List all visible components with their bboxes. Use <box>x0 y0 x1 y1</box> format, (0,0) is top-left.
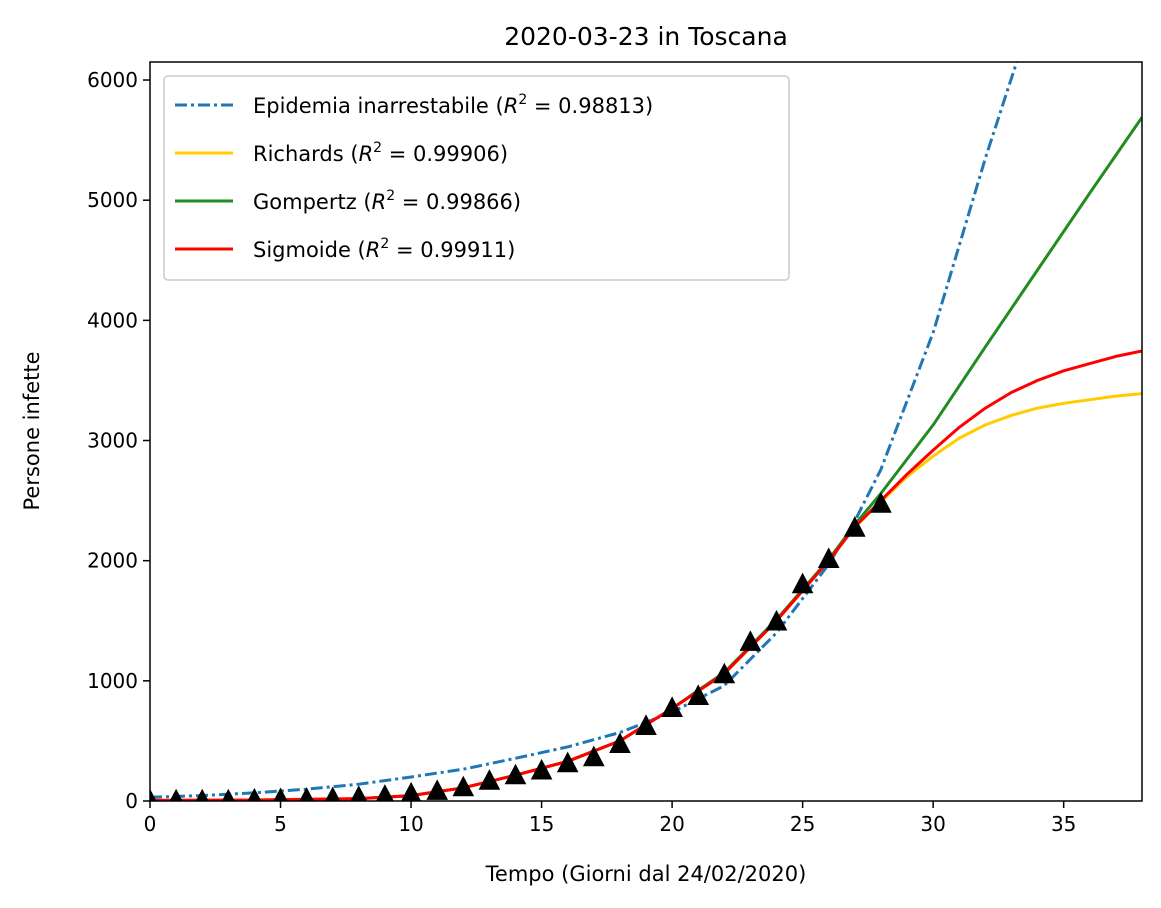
data-point-triangle <box>273 787 288 801</box>
data-point-triangle <box>325 786 341 801</box>
x-axis-label: Tempo (Giorni dal 24/02/2020) <box>485 862 807 886</box>
x-tick-label: 35 <box>1051 812 1076 836</box>
x-tick-label: 20 <box>659 812 684 836</box>
y-tick-label: 3000 <box>87 429 138 453</box>
data-point-triangle <box>169 788 183 801</box>
legend: Epidemia inarrestabile (R2 = 0.98813) Ric… <box>163 75 790 281</box>
data-point-triangle <box>452 775 475 797</box>
data-point-triangle <box>713 662 736 684</box>
data-point-triangle <box>870 492 892 513</box>
y-tick-label: 2000 <box>87 549 138 573</box>
data-point-triangle <box>817 547 840 568</box>
data-point-triangle <box>843 516 866 537</box>
series-line-sigmoide <box>150 349 1142 801</box>
data-point-triangle <box>791 572 814 594</box>
x-tick-label: 30 <box>920 812 945 836</box>
y-tick-label: 1000 <box>87 669 138 693</box>
data-point-triangle <box>195 788 209 801</box>
data-point-triangle <box>765 609 788 631</box>
data-point-triangle <box>478 769 501 790</box>
data-point-triangle <box>504 763 527 785</box>
data-point-triangle <box>609 732 631 753</box>
x-tick-label: 10 <box>398 812 423 836</box>
legend-label-gompertz: Gompertz (R2 = 0.99866) <box>253 188 521 214</box>
data-point-triangle <box>376 784 394 801</box>
y-tick-label: 6000 <box>87 68 138 92</box>
data-point-triangle <box>687 684 710 705</box>
data-point-triangle <box>150 788 157 801</box>
data-point-triangle <box>635 714 657 735</box>
data-point-triangle <box>530 758 553 780</box>
legend-label-richards: Richards (R2 = 0.99906) <box>253 140 508 166</box>
y-tick-label: 5000 <box>87 188 138 212</box>
y-axis-label: Persone infette <box>20 351 44 510</box>
observations-layer <box>150 492 892 801</box>
data-point-triangle <box>401 781 422 801</box>
data-point-triangle <box>426 779 449 800</box>
chart-title: 2020-03-23 in Toscana <box>504 22 788 51</box>
x-tick-label: 0 <box>144 812 157 836</box>
legend-box <box>163 75 790 281</box>
y-tick-label: 0 <box>125 789 138 813</box>
x-tick-label: 25 <box>790 812 815 836</box>
y-axis: 0 1000 2000 3000 4000 5000 6000 <box>87 68 150 813</box>
data-point-triangle <box>661 696 683 717</box>
legend-label-epidemia-inarrestabile: Epidemia inarrestabile (R2 = 0.98813) <box>253 92 653 118</box>
data-point-triangle <box>221 788 235 801</box>
legend-label-sigmoide: Sigmoide (R2 = 0.99911) <box>253 236 515 262</box>
data-point-triangle <box>739 630 762 651</box>
plot-frame <box>149 61 1143 802</box>
data-point-triangle <box>556 751 579 773</box>
data-point-triangle <box>299 787 314 801</box>
y-tick-label: 4000 <box>87 308 138 332</box>
x-axis: 0 5 10 15 20 25 30 35 <box>144 801 1076 836</box>
x-tick-label: 15 <box>529 812 554 836</box>
data-point-triangle <box>247 787 262 801</box>
data-point-triangle <box>350 785 368 801</box>
data-point-triangle <box>582 745 605 767</box>
x-tick-label: 5 <box>274 812 287 836</box>
